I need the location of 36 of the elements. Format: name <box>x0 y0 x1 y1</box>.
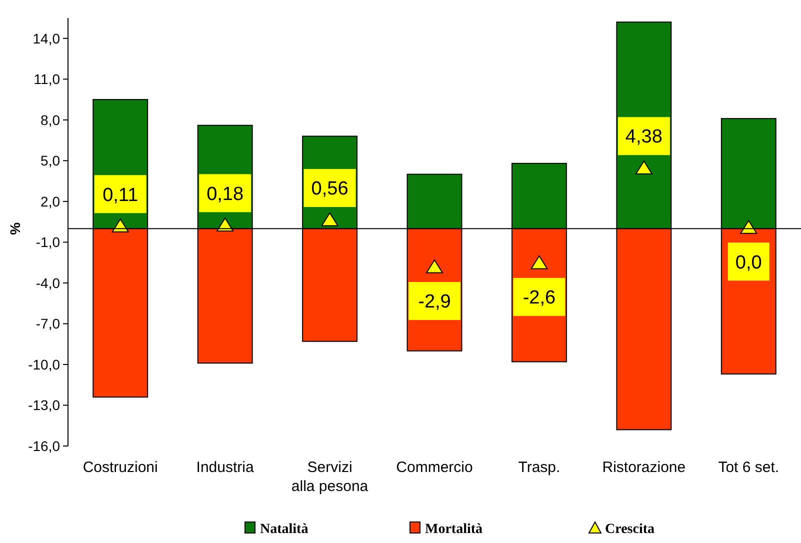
y-tick-label: -4,0 <box>36 274 60 291</box>
x-tick-label: Ristorazione <box>602 459 686 476</box>
x-tick-label: Costruzioni <box>82 459 158 476</box>
y-tick-label: -7,0 <box>36 316 60 332</box>
data-label: 0,11 <box>102 184 138 206</box>
y-axis-title: % <box>7 222 23 235</box>
x-tick-label: Servizi alla pesona <box>291 459 369 495</box>
legend-label: Mortalità <box>425 522 483 537</box>
x-tick-label: Trasp. <box>518 459 560 476</box>
y-tick-label: -1,0 <box>36 234 60 250</box>
data-label: -2,9 <box>418 292 451 313</box>
y-tick-label: 2,0 <box>40 193 60 210</box>
y-tick-label: 14,0 <box>32 30 60 46</box>
y-tick-label: 11,0 <box>34 71 60 88</box>
point <box>321 212 338 226</box>
point <box>635 160 652 174</box>
legend-label: Natalità <box>260 522 308 537</box>
point <box>426 260 443 274</box>
data-label: 0,56 <box>311 178 348 200</box>
y-tick-label: 5,0 <box>40 152 60 169</box>
data-label: 0,18 <box>206 184 244 205</box>
y-tick-label: 8,0 <box>40 112 60 128</box>
point <box>530 255 548 270</box>
point <box>740 220 758 234</box>
x-tick-label: Industria <box>196 459 254 476</box>
data-label: 4,38 <box>625 126 662 148</box>
legend-label: Crescita <box>605 522 654 537</box>
y-tick-label: -13,0 <box>28 397 60 414</box>
point <box>112 218 129 232</box>
y-tick-label: -10,0 <box>28 356 60 372</box>
y-tick-label: -16,0 <box>28 438 60 454</box>
data-label: -2,6 <box>522 288 556 309</box>
point <box>216 218 234 232</box>
x-tick-label: Tot 6 set. <box>718 459 780 476</box>
data-label: 0,0 <box>735 252 762 274</box>
x-tick-label: Commercio <box>396 459 473 476</box>
